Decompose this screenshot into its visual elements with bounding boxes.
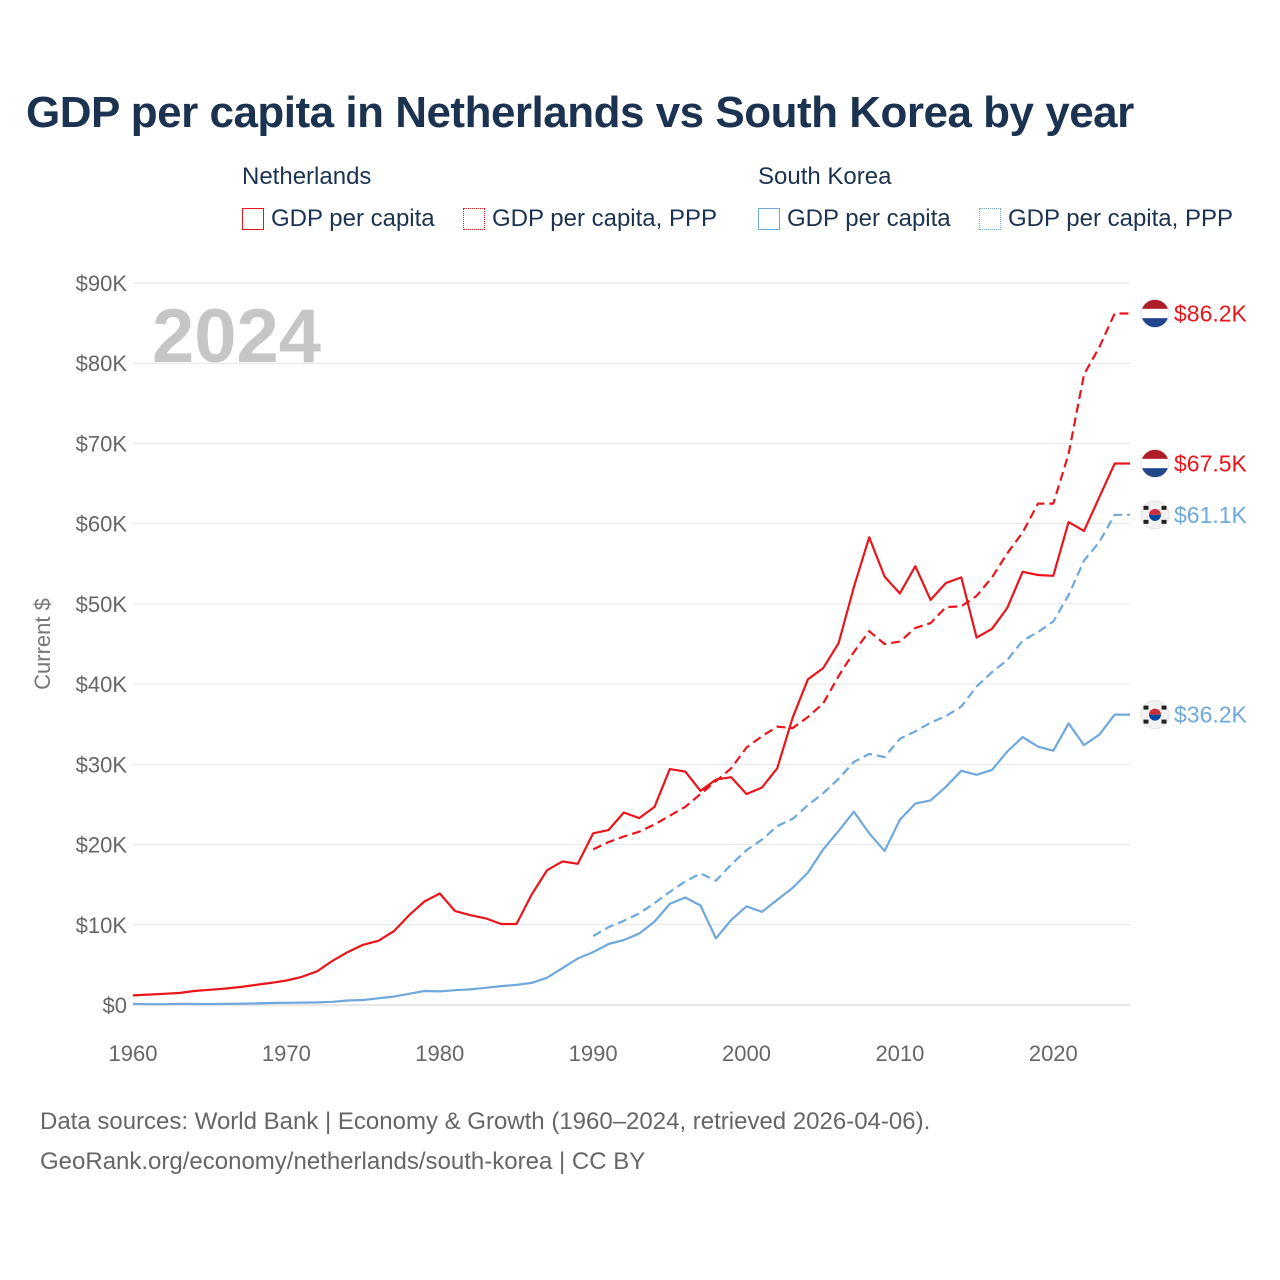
netherlands-flag-icon bbox=[1140, 449, 1170, 478]
sources-line-1: Data sources: World Bank | Economy & Gro… bbox=[40, 1108, 931, 1135]
netherlands-flag-icon bbox=[1140, 299, 1170, 328]
y-tick-label: $80K bbox=[76, 351, 128, 376]
netherlands-flag-icon bbox=[1141, 299, 1169, 310]
legend-swatch-kr-ppp bbox=[979, 208, 1001, 230]
legend-item-kr-ppp[interactable]: GDP per capita, PPP bbox=[979, 205, 1233, 233]
x-tick-label: 2000 bbox=[722, 1041, 771, 1066]
y-tick-label: $30K bbox=[76, 752, 128, 777]
series-line-3 bbox=[592, 513, 1130, 937]
sources-line-2[interactable]: GeoRank.org/economy/netherlands/south-ko… bbox=[40, 1148, 646, 1175]
legend-swatch-nl-ppp bbox=[463, 208, 485, 230]
x-tick-label: 1990 bbox=[569, 1041, 618, 1066]
legend-label: GDP per capita, PPP bbox=[492, 205, 717, 232]
south-korea-flag-icon bbox=[1161, 719, 1167, 724]
south-korea-flag-icon bbox=[1161, 519, 1167, 524]
y-tick-label: $90K bbox=[76, 271, 128, 296]
x-tick-label: 1980 bbox=[415, 1041, 464, 1066]
legend-group-netherlands: Netherlands bbox=[242, 163, 372, 190]
end-value-label: $36.2K bbox=[1174, 702, 1248, 728]
netherlands-flag-icon bbox=[1141, 449, 1169, 460]
netherlands-flag-icon bbox=[1141, 318, 1169, 328]
netherlands-flag-icon bbox=[1141, 308, 1169, 319]
south-korea-flag-icon bbox=[1149, 508, 1161, 515]
south-korea-flag-icon bbox=[1143, 519, 1149, 524]
south-korea-flag-icon bbox=[1149, 708, 1161, 715]
x-tick-label: 1960 bbox=[109, 1041, 158, 1066]
legend-label: GDP per capita bbox=[787, 205, 951, 232]
x-tick-label: 2020 bbox=[1029, 1041, 1078, 1066]
south-korea-flag-icon bbox=[1161, 705, 1167, 710]
legend-group-south-korea: South Korea bbox=[758, 163, 892, 190]
y-axis-label: Current $ bbox=[30, 598, 55, 690]
legend-item-kr-gdp[interactable]: GDP per capita bbox=[758, 205, 951, 233]
series-line-1 bbox=[592, 312, 1130, 851]
y-tick-label: $70K bbox=[76, 431, 128, 456]
south-korea-flag-icon bbox=[1143, 705, 1149, 710]
end-value-label: $67.5K bbox=[1174, 451, 1248, 477]
south-korea-flag-icon bbox=[1149, 714, 1161, 721]
series-line-0 bbox=[132, 462, 1130, 997]
legend-label: GDP per capita bbox=[271, 205, 435, 232]
south-korea-flag-icon bbox=[1161, 505, 1167, 510]
y-tick-label: $0 bbox=[103, 993, 127, 1018]
y-tick-label: $20K bbox=[76, 833, 128, 858]
y-tick-label: $10K bbox=[76, 913, 128, 938]
x-tick-label: 1970 bbox=[262, 1041, 311, 1066]
legend-label: GDP per capita, PPP bbox=[1008, 205, 1233, 232]
legend-swatch-kr-gdp bbox=[758, 208, 780, 230]
series-line-2 bbox=[132, 713, 1130, 1006]
legend-item-nl-gdp[interactable]: GDP per capita bbox=[242, 205, 435, 233]
year-watermark: 2024 bbox=[152, 294, 321, 379]
legend-item-nl-ppp[interactable]: GDP per capita, PPP bbox=[463, 205, 717, 233]
y-tick-label: $50K bbox=[76, 592, 128, 617]
netherlands-flag-icon bbox=[1141, 468, 1169, 478]
y-tick-label: $40K bbox=[76, 672, 128, 697]
end-value-label: $61.1K bbox=[1174, 502, 1248, 528]
end-value-label: $86.2K bbox=[1174, 300, 1248, 326]
south-korea-flag-icon bbox=[1143, 505, 1149, 510]
netherlands-flag-icon bbox=[1141, 458, 1169, 469]
y-tick-label: $60K bbox=[76, 512, 128, 537]
x-tick-label: 2010 bbox=[875, 1041, 924, 1066]
legend-swatch-nl-gdp bbox=[242, 208, 264, 230]
south-korea-flag-icon bbox=[1149, 514, 1161, 521]
south-korea-flag-icon bbox=[1143, 719, 1149, 724]
chart-title: GDP per capita in Netherlands vs South K… bbox=[26, 88, 1134, 137]
